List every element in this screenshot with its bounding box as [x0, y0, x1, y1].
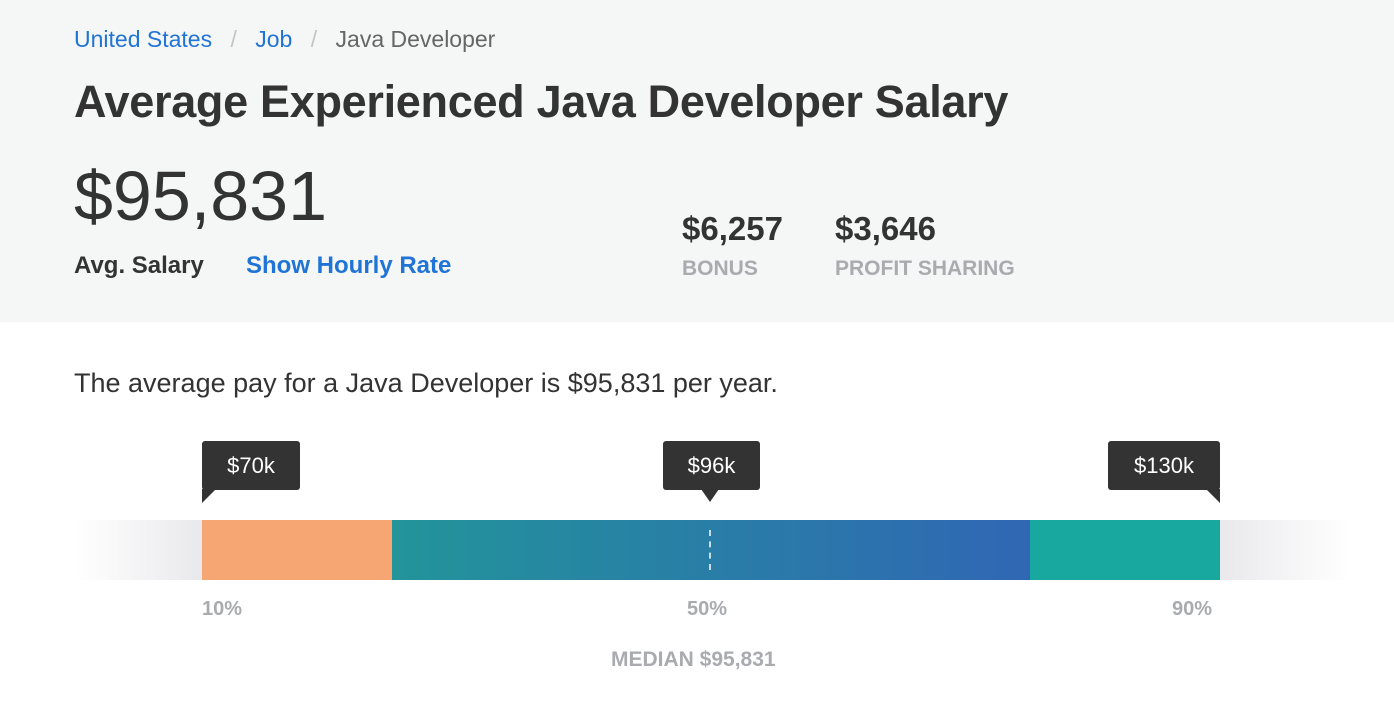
salary-description: The average pay for a Java Developer is …	[74, 368, 778, 398]
bonus-label: BONUS	[682, 257, 758, 280]
breadcrumb: United States / Job / Java Developer	[74, 26, 495, 53]
bar-fade-left	[74, 520, 202, 580]
tooltip-90th-percentile: $130k	[1108, 441, 1220, 490]
bonus-value: $6,257	[682, 210, 783, 247]
median-line	[709, 530, 711, 570]
breadcrumb-job[interactable]: Job	[255, 26, 293, 52]
bar-fade-right	[1220, 520, 1350, 580]
breadcrumb-united-states[interactable]: United States	[74, 26, 213, 52]
breadcrumb-separator: /	[310, 26, 318, 52]
profit-sharing-value: $3,646	[835, 210, 936, 247]
median-label: MEDIAN $95,831	[611, 648, 776, 671]
salary-header: United States / Job / Java Developer Ave…	[0, 0, 1394, 322]
bar-segment-low	[202, 520, 392, 580]
breadcrumb-separator: /	[230, 26, 237, 52]
page-title: Average Experienced Java Developer Salar…	[74, 76, 1009, 127]
show-hourly-rate-link[interactable]: Show Hourly Rate	[246, 252, 452, 279]
tooltip-10th-percentile: $70k	[202, 441, 300, 490]
bar-segment-middle	[392, 520, 1030, 580]
tooltip-pointer	[701, 489, 719, 502]
tooltip-median: $96k	[663, 441, 760, 490]
profit-sharing-label: PROFIT SHARING	[835, 257, 1015, 280]
bar-segment-high	[1030, 520, 1220, 580]
average-salary-value: $95,831	[74, 157, 328, 235]
tooltip-pointer	[1206, 489, 1220, 503]
tooltip-pointer	[202, 489, 216, 503]
breadcrumb-current: Java Developer	[335, 26, 496, 52]
percentile-90-label: 90%	[1172, 598, 1213, 620]
average-salary-label: Avg. Salary	[74, 252, 204, 279]
percentile-50-label: 50%	[687, 598, 728, 620]
percentile-10-label: 10%	[202, 598, 243, 620]
